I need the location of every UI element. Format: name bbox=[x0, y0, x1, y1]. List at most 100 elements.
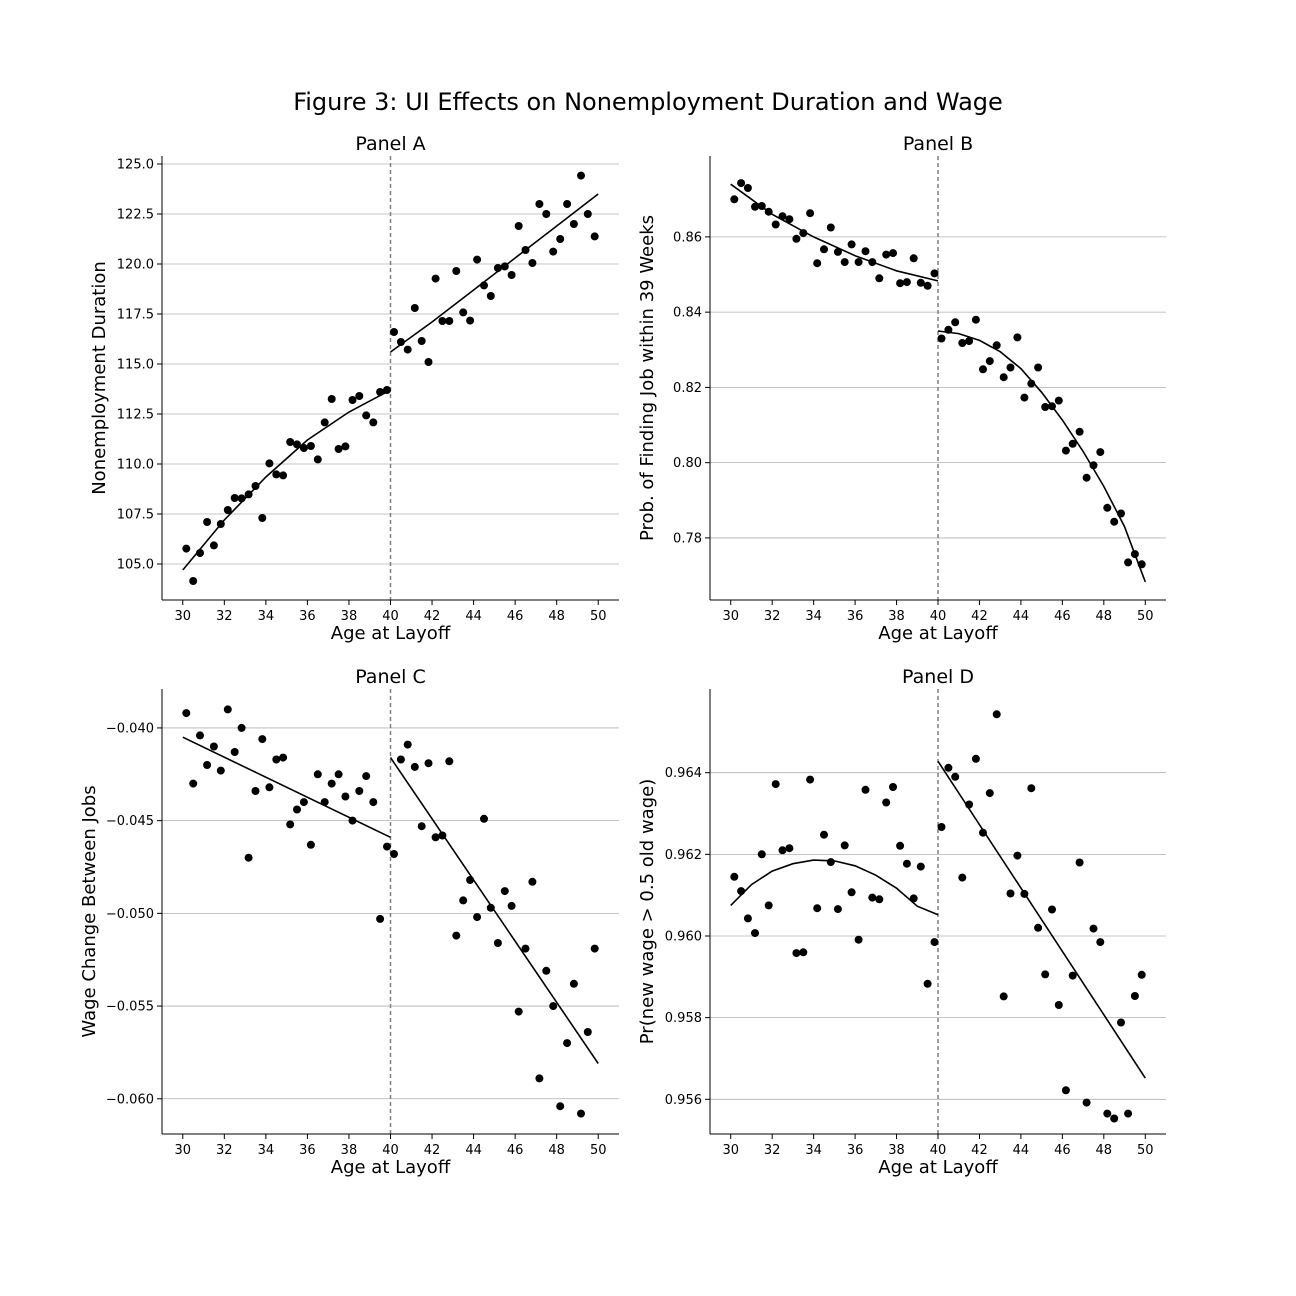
x-tick-label: 48 bbox=[548, 1143, 565, 1158]
data-point bbox=[909, 894, 918, 903]
data-point bbox=[743, 184, 752, 192]
data-point bbox=[806, 775, 815, 784]
data-point bbox=[826, 858, 835, 867]
data-point bbox=[992, 710, 1001, 719]
x-tick-label: 32 bbox=[216, 609, 233, 624]
x-tick-label: 46 bbox=[1054, 1143, 1071, 1158]
panel-title: Panel B bbox=[903, 133, 973, 155]
data-point bbox=[1075, 427, 1084, 436]
y-tick-label: −0.045 bbox=[106, 814, 154, 829]
x-tick-label: 34 bbox=[805, 609, 822, 624]
x-tick-label: 34 bbox=[258, 1143, 275, 1158]
data-point bbox=[223, 506, 232, 514]
y-tick-label: 0.964 bbox=[665, 766, 702, 781]
data-point bbox=[916, 862, 925, 871]
data-point bbox=[223, 705, 232, 714]
data-point bbox=[286, 438, 295, 446]
x-tick-label: 40 bbox=[382, 1143, 399, 1158]
panel-title: Panel A bbox=[355, 133, 425, 155]
data-point bbox=[937, 334, 946, 343]
data-point bbox=[209, 742, 218, 751]
data-point bbox=[514, 222, 523, 230]
x-tick-label: 44 bbox=[465, 609, 482, 624]
fit-line-left bbox=[730, 183, 939, 282]
data-point bbox=[286, 820, 295, 829]
data-point bbox=[431, 274, 440, 283]
data-point bbox=[480, 814, 488, 823]
data-point bbox=[459, 896, 468, 905]
x-tick-label: 38 bbox=[888, 609, 905, 624]
data-point bbox=[486, 903, 495, 912]
data-point bbox=[265, 783, 274, 792]
data-point bbox=[1082, 1098, 1091, 1107]
data-point bbox=[348, 816, 357, 825]
data-point bbox=[1117, 1018, 1125, 1027]
data-point bbox=[369, 798, 378, 807]
data-point bbox=[203, 518, 212, 526]
data-point bbox=[549, 1002, 558, 1011]
data-point bbox=[237, 494, 246, 503]
data-point bbox=[1137, 560, 1146, 569]
data-point bbox=[542, 966, 551, 975]
data-point bbox=[341, 442, 350, 451]
data-point bbox=[334, 770, 343, 779]
data-point bbox=[751, 929, 759, 938]
x-tick-label: 36 bbox=[299, 609, 316, 624]
data-point bbox=[971, 754, 980, 763]
data-point bbox=[293, 805, 301, 814]
data-point bbox=[583, 1028, 592, 1036]
data-point bbox=[396, 338, 405, 346]
panel-d: 30 32 34 36 38 40 42 44 46 48 50 0.956 0.958 0.960 0.9… bbox=[637, 666, 1166, 1178]
data-point bbox=[1096, 448, 1105, 457]
data-point bbox=[1068, 971, 1077, 980]
data-point bbox=[1027, 784, 1036, 793]
x-tick-label: 50 bbox=[590, 609, 607, 624]
data-point bbox=[1089, 924, 1098, 933]
data-point bbox=[563, 1039, 572, 1048]
data-point bbox=[840, 258, 849, 267]
y-tick-label: 0.78 bbox=[673, 531, 702, 546]
data-point bbox=[896, 279, 905, 288]
x-tick-label: 50 bbox=[590, 1143, 607, 1158]
data-point bbox=[563, 200, 572, 208]
data-point bbox=[542, 210, 551, 218]
data-point bbox=[514, 1007, 523, 1016]
data-point bbox=[230, 494, 239, 502]
panel-b: 30 32 34 36 38 40 42 44 46 48 50 0.78 0.80 0.82 0.84 0.… bbox=[637, 133, 1166, 644]
data-point bbox=[958, 339, 967, 347]
data-point bbox=[737, 887, 746, 896]
y-axis-label: Wage Change Between Jobs bbox=[79, 785, 100, 1037]
data-point bbox=[556, 1102, 565, 1111]
x-tick-label: 34 bbox=[805, 1143, 822, 1158]
y-tick-label: 117.5 bbox=[117, 308, 154, 323]
data-point bbox=[979, 828, 987, 837]
data-point bbox=[813, 259, 822, 268]
data-point bbox=[196, 731, 204, 740]
data-point bbox=[820, 245, 828, 254]
data-point bbox=[237, 723, 246, 732]
data-point bbox=[258, 514, 267, 522]
x-tick-label: 36 bbox=[847, 1143, 864, 1158]
data-point bbox=[376, 914, 385, 923]
data-point bbox=[1034, 923, 1043, 932]
y-tick-label: −0.060 bbox=[106, 1092, 154, 1107]
data-point bbox=[299, 798, 308, 807]
data-point bbox=[445, 757, 454, 766]
data-point bbox=[189, 779, 198, 788]
data-point bbox=[1103, 1109, 1112, 1118]
data-point bbox=[590, 232, 599, 241]
data-point bbox=[909, 254, 918, 263]
y-tick-label: 0.80 bbox=[673, 456, 702, 471]
data-point bbox=[403, 740, 412, 749]
data-point bbox=[930, 938, 939, 947]
data-point bbox=[1013, 333, 1022, 342]
data-point bbox=[1048, 905, 1056, 914]
x-tick-label: 44 bbox=[1013, 1143, 1030, 1158]
data-point bbox=[306, 840, 315, 849]
data-point bbox=[486, 292, 495, 300]
data-point bbox=[861, 785, 870, 794]
data-point bbox=[549, 247, 558, 256]
data-point bbox=[216, 766, 225, 775]
data-point bbox=[1054, 1001, 1063, 1009]
data-point bbox=[847, 888, 856, 897]
